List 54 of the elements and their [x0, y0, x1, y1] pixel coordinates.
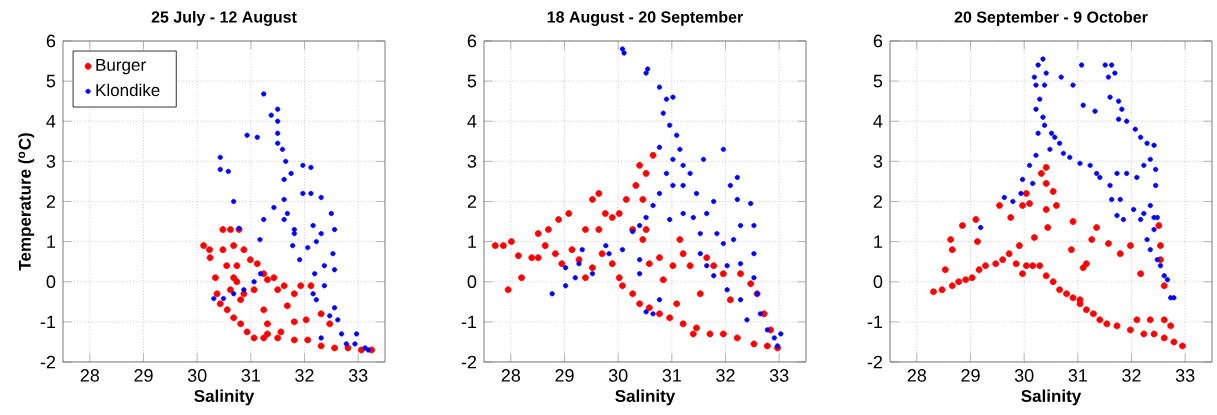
x-tick-label: 29 [555, 369, 574, 382]
y-tick-label: 0 [873, 275, 883, 289]
y-tick-label: -2 [461, 355, 477, 369]
y-tick-label: -2 [40, 355, 56, 369]
y-tick-label: 1 [47, 235, 56, 248]
y-tick-label: 2 [46, 195, 56, 208]
x-axis-title: Salinity [1021, 389, 1082, 406]
x-tick-label: 31 [1068, 369, 1087, 382]
y-tick-label: 4 [873, 115, 883, 128]
x-tick-label: 31 [662, 369, 681, 382]
y-axis-title: Temperature ($^{o}$C) [18, 133, 35, 271]
y-tick-label: 0 [467, 275, 477, 289]
y-tick-label: 1 [468, 235, 477, 248]
x-tick-label: 28 [501, 369, 521, 382]
x-axis-title: Salinity [615, 389, 676, 406]
x-tick-label: 30 [608, 369, 628, 382]
y-tick-label: 4 [46, 115, 56, 128]
y-tick-label: 4 [467, 115, 477, 128]
y-tick-label: 5 [46, 74, 56, 88]
legend-label: Burger [96, 59, 146, 75]
chart-title: 20 September - 9 October [954, 11, 1148, 26]
x-tick-label: 31 [241, 369, 260, 382]
y-tick-label: 0 [46, 275, 56, 289]
y-tick-label: -1 [461, 315, 477, 329]
x-tick-label: 33 [1175, 369, 1195, 382]
x-axis-title: Salinity [194, 389, 255, 406]
x-tick-label: 32 [716, 369, 735, 382]
x-tick-label: 29 [961, 369, 980, 382]
x-tick-label: 33 [769, 369, 789, 382]
y-tick-label: 5 [467, 74, 477, 88]
y-tick-label: 6 [46, 34, 56, 48]
chart-title: 18 August - 20 September [547, 10, 743, 26]
y-tick-label: 6 [467, 34, 477, 48]
y-tick-label: 5 [873, 74, 883, 88]
x-tick-label: 29 [134, 369, 153, 382]
y-tick-label: 3 [467, 154, 477, 168]
y-tick-label: -1 [867, 315, 883, 329]
x-tick-label: 28 [907, 369, 927, 382]
x-tick-label: 28 [80, 369, 100, 382]
y-tick-label: 2 [467, 195, 477, 208]
y-tick-label: -1 [40, 315, 56, 329]
y-tick-label: 2 [873, 195, 883, 208]
y-tick-label: -2 [867, 355, 883, 369]
x-tick-label: 32 [1122, 369, 1141, 382]
x-tick-label: 30 [1014, 369, 1034, 382]
y-tick-label: 3 [873, 154, 883, 168]
x-tick-label: 30 [187, 369, 207, 382]
y-tick-label: 3 [46, 154, 56, 168]
y-tick-label: 6 [873, 34, 883, 48]
y-tick-label: 1 [874, 235, 883, 248]
x-tick-label: 33 [348, 369, 368, 382]
x-tick-label: 32 [295, 369, 314, 382]
legend-label: Klondike [96, 83, 160, 97]
chart-title: 25 July - 12 August [151, 10, 297, 26]
